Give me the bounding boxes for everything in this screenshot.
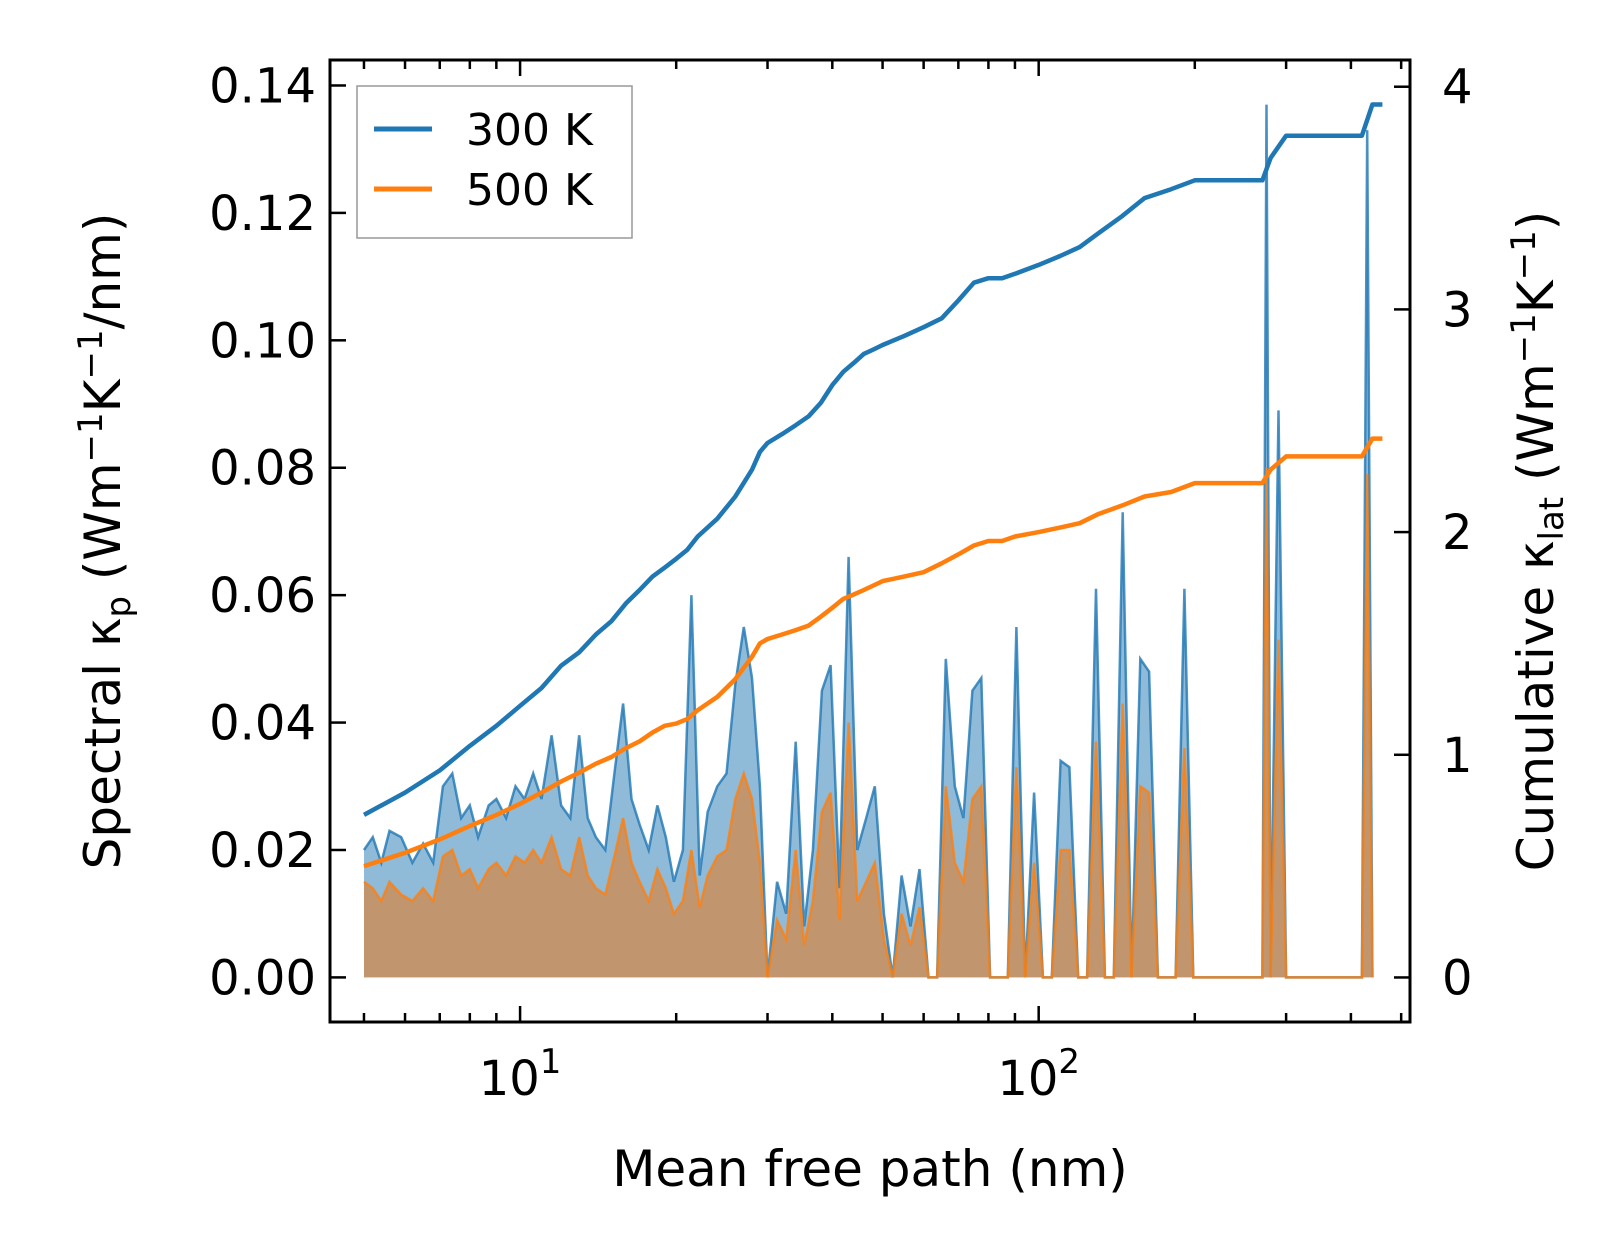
cumulative-line-500k (363, 436, 1383, 869)
x-tick-label: 102 (997, 1042, 1080, 1107)
y-left-label-prefix: Spectral κ (74, 618, 132, 870)
plot-frame (328, 58, 1412, 1024)
y-right-label-exp1: −1 (1504, 313, 1544, 363)
legend-box (356, 85, 633, 239)
y-left-label-sub: p (99, 596, 139, 618)
y-left-tick-label: 0.04 (209, 696, 316, 752)
y-left-tick-label: 0.08 (209, 441, 316, 497)
y-left-tick-label: 0.02 (209, 823, 316, 879)
y-right-tick-label: 0 (1442, 950, 1473, 1006)
y-left-tick-label: 0.10 (209, 313, 316, 369)
y-left-tick-label: 0.00 (209, 950, 316, 1006)
y-left-label-exp2: −1 (71, 329, 111, 379)
y-right-tick-label: 1 (1442, 728, 1473, 784)
y-right-tick-label: 4 (1442, 60, 1473, 116)
x-axis-label: Mean free path (nm) (612, 1140, 1128, 1198)
y-right-label-units: (Wm (1507, 363, 1565, 497)
y-left-label-exp1: −1 (71, 412, 111, 462)
x-tick-label: 101 (479, 1042, 562, 1107)
spectral-line-500k (363, 467, 1374, 979)
y-left-tick-label: 0.12 (209, 186, 316, 242)
y-left-tick-label: 0.14 (209, 58, 316, 114)
y-left-label-suffix: /nm) (74, 213, 132, 330)
y-right-tick-label: 2 (1442, 505, 1473, 561)
y-left-label-mid: K (74, 378, 132, 412)
y-right-label-sub: lat (1532, 497, 1572, 541)
y-right-label-mid: K (1507, 279, 1565, 313)
legend-label-500k: 500 K (466, 165, 594, 216)
y-right-label-prefix: Cumulative κ (1507, 540, 1565, 871)
axes-layer: 101 102 0.00 0.02 0.04 0.06 0.08 0.10 0.12 0.14 0 1… (209, 58, 1472, 1107)
legend: 300 K 500 K (356, 85, 633, 239)
legend-label-300k: 300 K (466, 105, 594, 156)
plot-area (362, 102, 1383, 979)
y-left-label-units: (Wm (74, 462, 132, 596)
y-axis-label-right: Cumulative κlat (Wm−1K−1) (1504, 211, 1572, 871)
y-right-tick-label: 3 (1442, 282, 1473, 338)
y-right-label-suffix: ) (1507, 211, 1565, 231)
y-left-tick-label: 0.06 (209, 568, 316, 624)
cumulative-line-300k (362, 102, 1383, 817)
y-axis-label-left: Spectral κp (Wm−1K−1/nm) (71, 213, 139, 870)
y-right-label-exp2: −1 (1504, 230, 1544, 280)
